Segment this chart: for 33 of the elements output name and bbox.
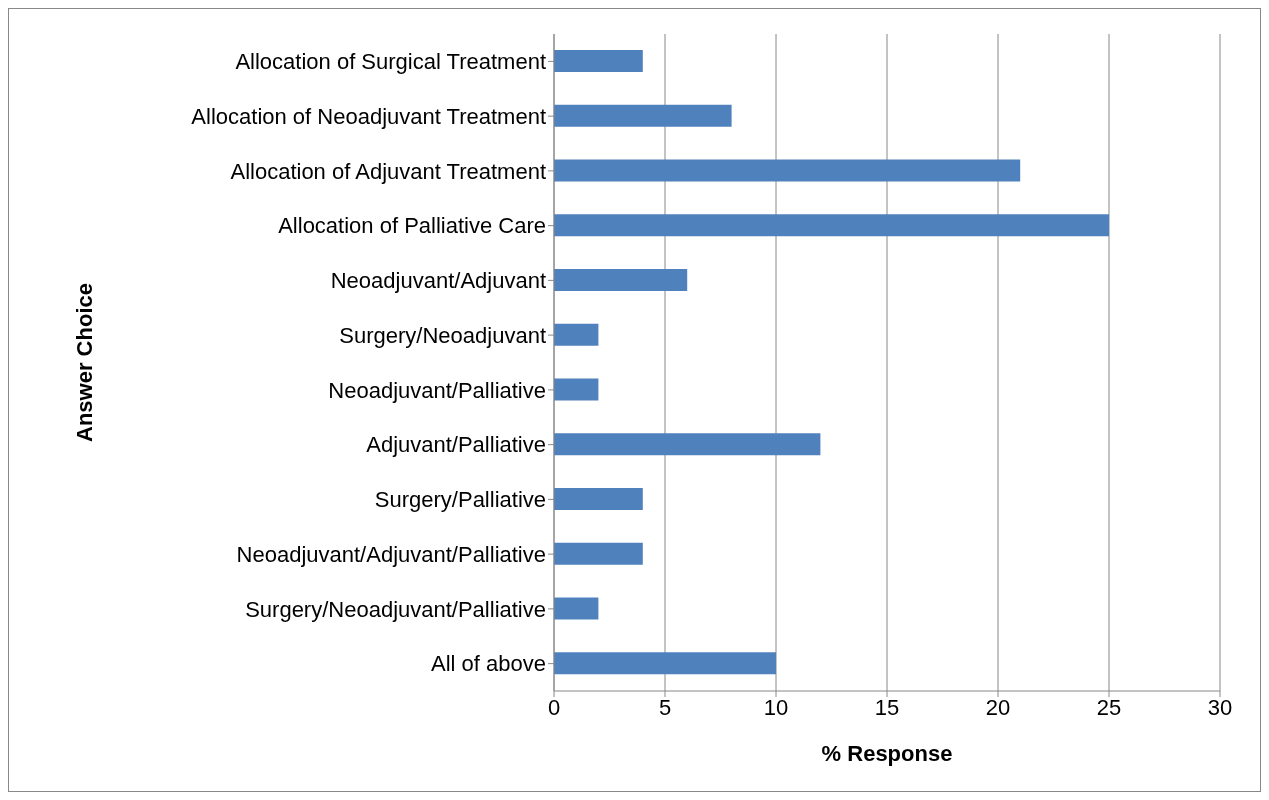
bar — [554, 597, 599, 620]
y-tick-label: Allocation of Palliative Care — [278, 213, 546, 239]
bar — [554, 104, 732, 127]
y-tick-label: Allocation of Adjuvant Treatment — [230, 158, 546, 184]
x-axis-title: % Response — [821, 741, 953, 766]
x-tick-label: 10 — [763, 694, 789, 720]
bar — [554, 542, 643, 565]
x-tick-label: 15 — [874, 694, 900, 720]
x-tick-label: 20 — [985, 694, 1011, 720]
x-tick-label: 0 — [547, 694, 561, 720]
bar — [554, 214, 1109, 237]
bar — [554, 433, 821, 456]
bar — [554, 488, 643, 510]
x-tick-label: 30 — [1207, 694, 1233, 720]
x-tick-label: 25 — [1096, 694, 1122, 720]
y-tick-label: Allocation of Neoadjuvant Treatment — [191, 103, 546, 129]
y-tick-label: Surgery/Palliative — [374, 487, 546, 513]
bar — [554, 652, 776, 675]
y-tick-label: Neoadjuvant/Adjuvant/Palliative — [236, 541, 546, 567]
bar — [554, 378, 599, 401]
bar — [554, 323, 599, 346]
bar — [554, 50, 643, 72]
y-axis-title: Answer Choice — [71, 283, 97, 442]
y-tick-label: All of above — [431, 651, 546, 677]
y-tick-label: Surgery/Neoadjuvant/Palliative — [245, 596, 546, 622]
y-tick-label: Surgery/Neoadjuvant — [339, 322, 546, 348]
x-tick-label: 5 — [658, 694, 672, 720]
y-tick-label: Allocation of Surgical Treatment — [235, 49, 546, 75]
y-tick-label: Neoadjuvant/Palliative — [328, 377, 546, 403]
y-tick-label: Adjuvant/Palliative — [366, 432, 546, 458]
y-tick-label: Neoadjuvant/Adjuvant — [330, 268, 546, 294]
bar — [554, 269, 688, 291]
bar — [554, 159, 1021, 182]
